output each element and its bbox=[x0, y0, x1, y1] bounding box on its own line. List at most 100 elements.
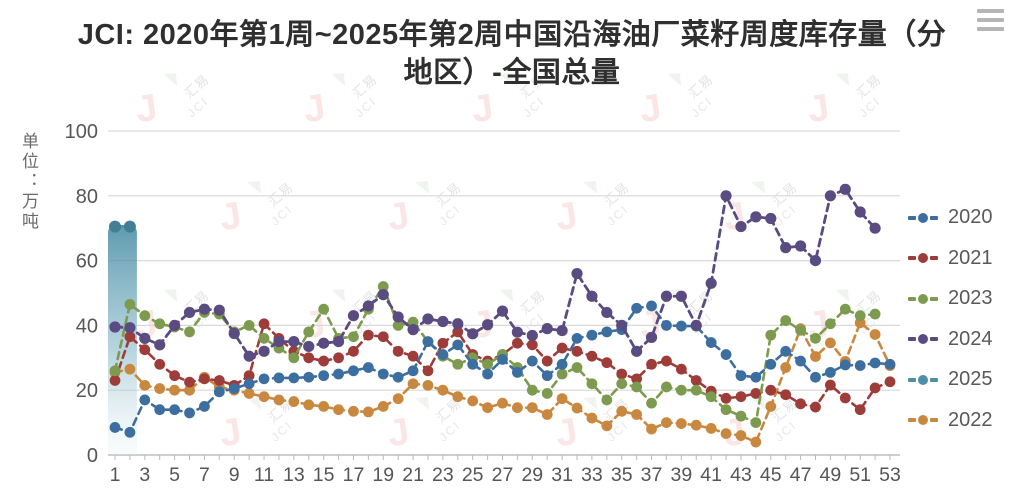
series-2020-point[interactable] bbox=[497, 354, 508, 365]
series-2021-point[interactable] bbox=[452, 326, 464, 338]
series-2022-point[interactable] bbox=[437, 384, 449, 396]
series-2022-point[interactable] bbox=[526, 402, 538, 414]
series-2021-point[interactable] bbox=[571, 345, 583, 357]
series-2020-point[interactable] bbox=[154, 404, 166, 416]
series-2022-point[interactable] bbox=[601, 420, 613, 432]
series-2024-point[interactable] bbox=[616, 319, 628, 331]
series-2020-point[interactable] bbox=[735, 370, 747, 382]
series-2021-point[interactable] bbox=[407, 350, 419, 362]
series-2024-point[interactable] bbox=[809, 255, 822, 267]
series-2020-point[interactable] bbox=[854, 360, 866, 371]
series-2024-point[interactable] bbox=[258, 345, 270, 357]
series-2022-point[interactable] bbox=[810, 351, 821, 362]
series-2022-point[interactable] bbox=[675, 418, 687, 429]
series-2023-point[interactable] bbox=[392, 320, 404, 331]
series-2021-point[interactable] bbox=[169, 370, 181, 382]
series-2024-point[interactable] bbox=[228, 327, 240, 340]
series-2022-point[interactable] bbox=[661, 417, 672, 428]
series-2023-point[interactable] bbox=[601, 394, 613, 406]
series-2023-point[interactable] bbox=[139, 310, 151, 322]
series-2023-point[interactable] bbox=[839, 303, 851, 315]
series-2020-point[interactable] bbox=[258, 373, 270, 385]
series-2021-point[interactable] bbox=[556, 342, 568, 354]
series-2021-point[interactable] bbox=[243, 370, 255, 382]
series-2022-point[interactable] bbox=[571, 402, 583, 414]
series-2020-point[interactable] bbox=[422, 336, 434, 347]
series-2023-point[interactable] bbox=[184, 326, 195, 338]
series-2023-point[interactable] bbox=[541, 388, 553, 399]
legend-item-2020[interactable]: 2020 bbox=[908, 206, 993, 229]
series-2020-point[interactable] bbox=[482, 368, 493, 380]
series-2020-point[interactable] bbox=[586, 329, 598, 341]
menu-button[interactable] bbox=[977, 9, 1004, 31]
series-2020-point[interactable] bbox=[780, 345, 792, 357]
series-2024-point[interactable] bbox=[362, 300, 374, 312]
series-2020-point[interactable] bbox=[362, 362, 374, 373]
series-2023-point[interactable] bbox=[288, 352, 300, 364]
series-2024-point[interactable] bbox=[780, 242, 792, 254]
series-2021-point[interactable] bbox=[810, 401, 821, 413]
series-2020-point[interactable] bbox=[243, 378, 255, 390]
series-2023-point[interactable] bbox=[303, 326, 315, 338]
series-2024-point[interactable] bbox=[690, 319, 702, 331]
series-2021-point[interactable] bbox=[586, 350, 598, 362]
series-2023-line[interactable] bbox=[113, 283, 877, 425]
series-2021-point[interactable] bbox=[824, 379, 836, 391]
series-2024-point[interactable] bbox=[407, 324, 419, 336]
series-2023-point[interactable] bbox=[526, 384, 538, 396]
series-2024-point[interactable] bbox=[392, 311, 404, 323]
series-2020-point[interactable] bbox=[333, 368, 344, 380]
series-2021-point[interactable] bbox=[631, 373, 643, 385]
series-2021-point[interactable] bbox=[362, 329, 374, 341]
series-2021-point[interactable] bbox=[884, 376, 896, 388]
series-2022-point[interactable] bbox=[690, 419, 702, 431]
series-2020-point[interactable] bbox=[228, 383, 240, 394]
series-2023-point[interactable] bbox=[646, 397, 657, 409]
series-2021-point[interactable] bbox=[318, 355, 330, 367]
series-2024-point[interactable] bbox=[303, 340, 315, 353]
series-2024-point[interactable] bbox=[571, 267, 583, 280]
series-2023-point[interactable] bbox=[869, 308, 881, 320]
series-2024-point[interactable] bbox=[288, 336, 300, 348]
series-2023-point[interactable] bbox=[720, 404, 732, 416]
series-2020-point[interactable] bbox=[273, 372, 285, 384]
series-2024-point[interactable] bbox=[139, 332, 151, 344]
series-2023-point[interactable] bbox=[750, 417, 762, 428]
series-2022-point[interactable] bbox=[288, 396, 300, 407]
series-2021-point[interactable] bbox=[541, 355, 553, 367]
series-2022-point[interactable] bbox=[303, 399, 315, 411]
series-2024-point[interactable] bbox=[839, 183, 851, 195]
series-2023-point[interactable] bbox=[109, 365, 121, 377]
series-2022-point[interactable] bbox=[705, 423, 717, 434]
series-2021-point[interactable] bbox=[690, 375, 702, 386]
series-2021-point[interactable] bbox=[735, 391, 747, 403]
series-2020-point[interactable] bbox=[139, 394, 151, 406]
series-2020-point[interactable] bbox=[109, 422, 121, 433]
series-2020-point[interactable] bbox=[124, 426, 136, 438]
series-2023-point[interactable] bbox=[377, 281, 389, 292]
series-2021-point[interactable] bbox=[258, 318, 270, 330]
series-2022-point[interactable] bbox=[139, 379, 151, 391]
series-2021-point[interactable] bbox=[780, 389, 792, 401]
series-2020-point[interactable] bbox=[303, 371, 315, 383]
series-2022-point[interactable] bbox=[869, 329, 881, 340]
series-2022-point[interactable] bbox=[616, 405, 628, 417]
series-2021-point[interactable] bbox=[184, 376, 195, 388]
series-2024-point[interactable] bbox=[645, 331, 658, 343]
series-2024-point[interactable] bbox=[750, 211, 762, 223]
series-2021-point[interactable] bbox=[154, 358, 166, 370]
series-2022-point[interactable] bbox=[318, 401, 330, 412]
series-2020-point[interactable] bbox=[512, 366, 523, 378]
series-2020-point[interactable] bbox=[526, 355, 538, 367]
series-2021-point[interactable] bbox=[392, 345, 404, 357]
series-2024-point[interactable] bbox=[481, 319, 494, 331]
series-2020-point[interactable] bbox=[720, 349, 732, 360]
series-2021-point[interactable] bbox=[437, 337, 449, 349]
series-2024-point[interactable] bbox=[452, 318, 464, 330]
series-2022-point[interactable] bbox=[392, 393, 404, 405]
series-2020-point[interactable] bbox=[184, 407, 195, 419]
series-2023-point[interactable] bbox=[154, 318, 166, 330]
series-2021-point[interactable] bbox=[377, 331, 389, 343]
series-2021-point[interactable] bbox=[124, 331, 136, 343]
series-2022-point[interactable] bbox=[467, 395, 479, 407]
